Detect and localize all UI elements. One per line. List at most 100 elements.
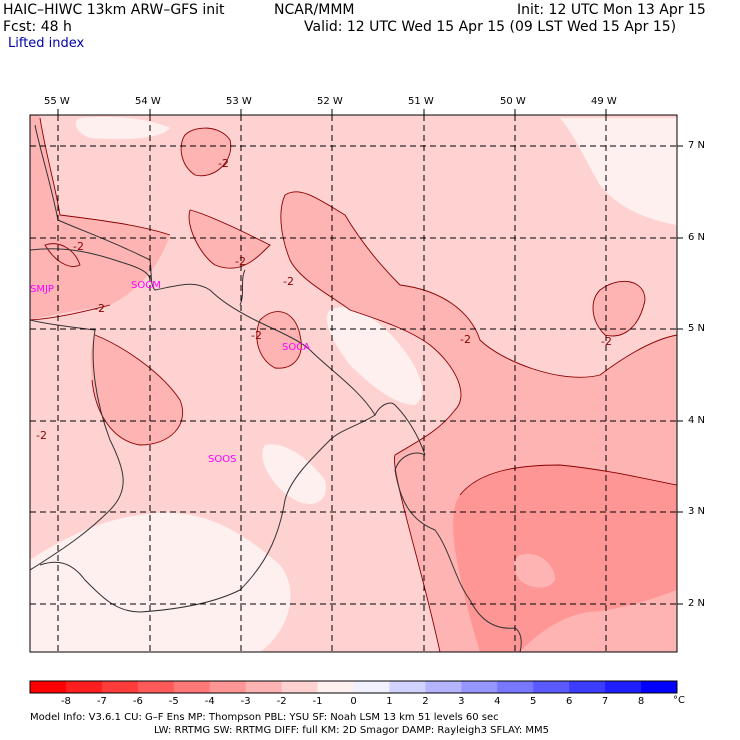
contour-label: -2 [460,333,471,346]
lat-label: 6 N [688,232,706,243]
contour-line [91,334,184,446]
colorbar-tick-label: 4 [494,696,501,707]
colorbar-swatch [30,681,67,693]
colorbar-swatch [173,681,211,693]
field-patch-light [75,116,170,139]
contour-label: -2 [94,302,105,315]
colorbar-tick-label: -5 [168,696,179,707]
colorbar-unit: °C [673,695,685,706]
contour-label: -2 [283,275,294,288]
lon-label: 49 W [591,96,617,107]
lat-label: 2 N [688,598,706,609]
border-line [39,414,376,613]
colorbar-swatch [569,681,606,693]
colorbar-tick-label: 1 [386,696,393,707]
border-line [30,248,151,281]
border-line [394,452,522,652]
contour-line [592,280,646,337]
lat-label: 5 N [688,323,706,334]
lon-label: 50 W [500,96,526,107]
contour-label: -2 [73,240,84,253]
station-label-socm: SOCM [131,280,161,291]
contour-label: -2 [36,429,47,442]
colorbar-swatch [425,681,462,693]
border-line [239,269,246,306]
station-label-soca: SOCA [282,342,310,353]
colorbar [29,680,678,694]
forecast-hour: Fcst: 48 h [3,19,72,35]
field-patch-light [262,444,326,504]
colorbar-swatch [101,681,139,693]
model-title: HAIC–HIWC 13km ARW–GFS init [3,2,225,18]
colorbar-tick-label: -6 [132,696,143,707]
colorbar-border [29,680,678,694]
init-time: Init: 12 UTC Mon 13 Apr 15 [517,2,706,18]
colorbar-swatch [641,681,678,693]
colorbar-swatch [209,681,247,693]
colorbar-tick-label: 5 [530,696,537,707]
center-label: NCAR/MMM [274,2,355,18]
field-patch-light [560,118,677,225]
footer-model-info: Model Info: V3.6.1 CU: G–F Ens MP: Thomp… [30,712,499,723]
contour-line [30,304,111,321]
lon-label: 52 W [317,96,343,107]
colorbar-swatch [389,681,426,693]
field-patch-dark [593,281,645,336]
lon-label: 53 W [226,96,252,107]
colorbar-swatch [65,681,103,693]
field-patch-dark [30,115,170,320]
colorbar-tick-label: -8 [60,696,71,707]
colorbar-tick-label: -4 [204,696,215,707]
colorbar-swatch [461,681,498,693]
colorbar-tick-label: -7 [96,696,107,707]
colorbar-swatch [281,681,319,693]
contour-label: -2 [218,157,229,170]
field-patch-light [326,307,423,405]
colorbar-tick-label: 7 [601,696,609,707]
colorbar-tick-label: -1 [312,696,323,707]
contour-line [256,311,302,369]
contour-label: -2 [235,255,246,268]
contour-line [188,209,271,269]
colorbar-tick-label: 6 [565,696,573,707]
lat-label: 7 N [688,140,706,151]
contour-label: -2 [251,329,262,342]
colorbar-swatch [245,681,283,693]
colorbar-tick-label: 8 [637,696,645,707]
contour-line [180,127,232,177]
colorbar-swatch [533,681,570,693]
lat-label: 4 N [688,415,706,426]
contour-line [44,243,81,267]
footer-physics-info: LW: RRTMG SW: RRTMG DIFF: full KM: 2D Sm… [154,725,550,736]
colorbar-swatch [605,681,642,693]
contour-line [284,191,677,378]
field-patch-dark [90,335,183,445]
contour-label: -2 [601,335,612,348]
colorbar-swatch [317,681,354,693]
lon-label: 55 W [44,96,70,107]
field-patch-dark [189,210,270,269]
border-line [34,124,426,456]
station-label-smjp: SMJP [30,284,54,295]
lon-label: 51 W [408,96,434,107]
colorbar-tick-label: -3 [240,696,251,707]
contour-line [39,117,171,236]
field-name: Lifted index [8,36,85,51]
colorbar-tick-label: 2 [422,696,429,707]
contour-line [459,464,677,496]
colorbar-tick-label: 0 [350,696,357,707]
field-patch-dark [514,554,555,588]
field-patch-light [30,512,291,652]
lat-label: 3 N [688,506,706,517]
colorbar-swatch [497,681,534,693]
colorbar-swatch [353,681,390,693]
station-label-soos: SOOS [208,454,236,465]
map-frame [29,114,678,653]
lon-label: 54 W [135,96,161,107]
colorbar-tick-label: -2 [276,696,287,707]
colorbar-tick-label: 3 [458,696,465,707]
valid-time: Valid: 12 UTC Wed 15 Apr 15 (09 LST Wed … [304,19,677,35]
colorbar-swatch [137,681,175,693]
field-patch-dark [181,128,231,176]
